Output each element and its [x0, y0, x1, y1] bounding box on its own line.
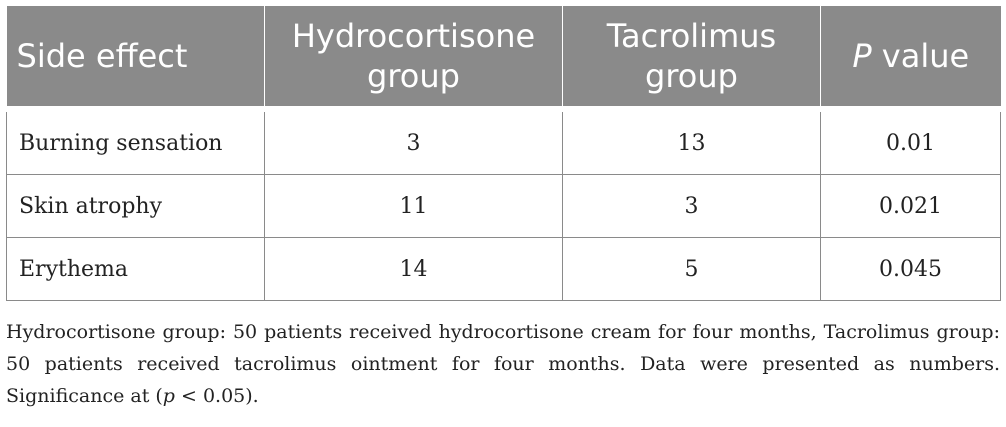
row-label: Skin atrophy — [6, 174, 265, 238]
cell: 5 — [562, 237, 821, 301]
footnote-italic: p — [162, 385, 175, 407]
footnote-text: < 0.05). — [174, 385, 259, 407]
header-cell: P value — [820, 6, 1001, 109]
row-label: Erythema — [6, 237, 265, 301]
table-row: Skin atrophy 11 3 0.021 — [6, 174, 1001, 238]
header-cell: Hydrocortisone group — [264, 6, 563, 109]
data-table: Side effect Hydrocortisone group Tacroli… — [6, 6, 1001, 301]
footnote-text: Hydrocortisone group: 50 patients receiv… — [6, 321, 1000, 407]
header-text: value — [881, 37, 970, 75]
header-cell: Tacrolimus group — [562, 6, 821, 109]
table-body: Burning sensation 3 13 0.01 Skin atrophy 11 3 0… — [6, 106, 1001, 301]
header-row: Side effect Hydrocortisone group Tacroli… — [6, 6, 1001, 109]
footnote: Hydrocortisone group: 50 patients receiv… — [6, 316, 1000, 412]
table-row: Burning sensation 3 13 0.01 — [6, 106, 1001, 175]
cell: 3 — [264, 106, 563, 175]
cell: 0.021 — [820, 174, 1001, 238]
cell: 14 — [264, 237, 563, 301]
header-italic: P — [852, 37, 872, 75]
cell: 11 — [264, 174, 563, 238]
cell: 13 — [562, 106, 821, 175]
row-label: Burning sensation — [6, 106, 265, 175]
cell: 3 — [562, 174, 821, 238]
header-cell: Side effect — [6, 6, 265, 109]
cell: 0.045 — [820, 237, 1001, 301]
table-row: Erythema 14 5 0.045 — [6, 237, 1001, 301]
cell: 0.01 — [820, 106, 1001, 175]
